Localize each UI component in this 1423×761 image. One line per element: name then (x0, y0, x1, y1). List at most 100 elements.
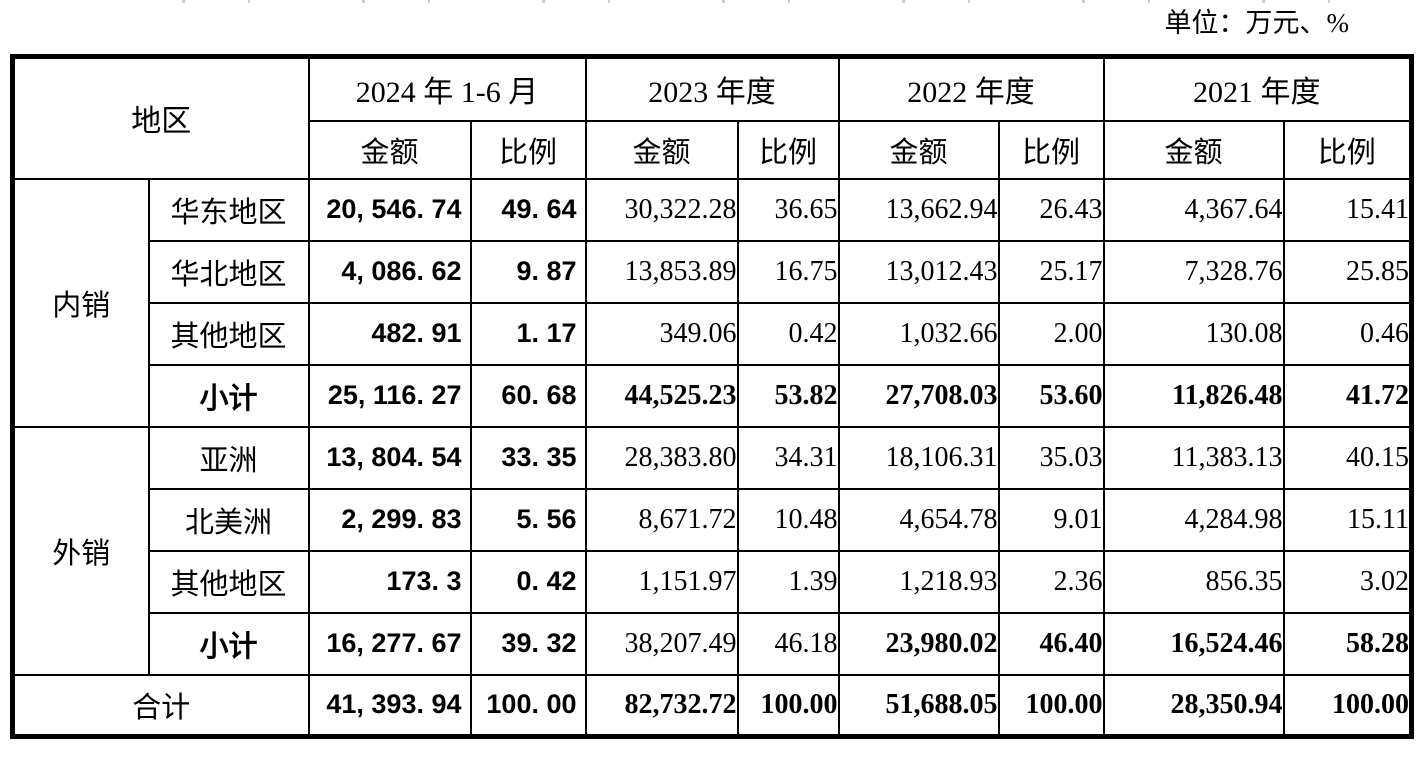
amount-cell: 130.08 (1102, 301, 1285, 366)
ratio-cell: 25.85 (1282, 239, 1413, 304)
amount-cell: 8,671.72 (584, 487, 739, 552)
amount-cell: 38,207.49 (584, 611, 739, 676)
ratio-cell: 36.65 (736, 177, 840, 242)
ratio-cell: 34.31 (736, 425, 840, 490)
group-cell: 内销 (11, 177, 150, 428)
ratio-cell: 60. 68 (469, 363, 587, 428)
ratio-cell: 100. 00 (469, 673, 587, 738)
amount-cell: 1,032.66 (837, 301, 1000, 366)
ratio-cell: 26.43 (997, 177, 1105, 242)
amount-cell: 482. 91 (307, 301, 472, 366)
amount-cell: 4,367.64 (1102, 177, 1285, 242)
total-row: 合计 41, 393. 94 100. 00 82,732.72 100.00 51,68… (11, 673, 1413, 738)
regional-revenue-table: 地区 2024 年 1-6 月 2023 年度 2022 年度 2021 年度 … (10, 54, 1414, 739)
ratio-cell: 1. 17 (469, 301, 587, 366)
ratio-cell: 40.15 (1282, 425, 1413, 490)
period-header-2024: 2024 年 1-6 月 (307, 55, 587, 122)
ratio-cell: 5. 56 (469, 487, 587, 552)
table-row: 小计 16, 277. 67 39. 32 38,207.49 46.18 23,980.… (13, 611, 1413, 676)
table-header: 地区 2024 年 1-6 月 2023 年度 2022 年度 2021 年度 … (11, 55, 1413, 180)
table-row: 北美洲 2, 299. 83 5. 56 8,671.72 10.48 4,654.78 9… (13, 487, 1413, 552)
ratio-cell: 0.42 (736, 301, 840, 366)
region-cell: 华东地区 (147, 177, 310, 242)
ratio-cell: 100.00 (997, 673, 1105, 738)
corner-header-region: 地区 (11, 55, 310, 180)
ratio-cell: 2.00 (997, 301, 1105, 366)
ratio-cell: 15.11 (1282, 487, 1413, 552)
amount-cell: 13,853.89 (584, 239, 739, 304)
ratio-cell: 35.03 (997, 425, 1105, 490)
ratio-header: 比例 (997, 119, 1105, 180)
amount-cell: 41, 393. 94 (307, 673, 472, 738)
period-header-2021: 2021 年度 (1102, 55, 1413, 122)
amount-cell: 16,524.46 (1102, 611, 1285, 676)
ratio-cell: 25.17 (997, 239, 1105, 304)
table-row: 华北地区 4, 086. 62 9. 87 13,853.89 16.75 13,012.… (13, 239, 1413, 304)
table-row: 其他地区 482. 91 1. 17 349.06 0.42 1,032.66 2.00 13… (13, 301, 1413, 366)
region-cell: 其他地区 (147, 301, 310, 366)
amount-cell: 2, 299. 83 (307, 487, 472, 552)
header-row-measures: 金额 比例 金额 比例 金额 比例 金额 比例 (13, 119, 1413, 180)
amount-cell: 7,328.76 (1102, 239, 1285, 304)
ratio-header: 比例 (1282, 119, 1413, 180)
amount-cell: 23,980.02 (837, 611, 1000, 676)
header-row-periods: 地区 2024 年 1-6 月 2023 年度 2022 年度 2021 年度 (11, 55, 1413, 180)
period-header-2023: 2023 年度 (584, 55, 840, 122)
amount-cell: 4,284.98 (1102, 487, 1285, 552)
amount-cell: 13,012.43 (837, 239, 1000, 304)
region-cell: 其他地区 (147, 549, 310, 614)
ratio-cell: 58.28 (1282, 611, 1413, 676)
region-cell: 华北地区 (147, 239, 310, 304)
amount-cell: 349.06 (584, 301, 739, 366)
ratio-cell: 46.18 (736, 611, 840, 676)
ratio-cell: 53.82 (736, 363, 840, 428)
cropped-text-remnant (128, 0, 1423, 3)
amount-cell: 82,732.72 (584, 673, 739, 738)
ratio-cell: 15.41 (1282, 177, 1413, 242)
region-cell: 小计 (147, 611, 310, 676)
amount-cell: 25, 116. 27 (307, 363, 472, 428)
ratio-cell: 1.39 (736, 549, 840, 614)
ratio-cell: 0. 42 (469, 549, 587, 614)
ratio-cell: 3.02 (1282, 549, 1413, 614)
amount-cell: 28,383.80 (584, 425, 739, 490)
ratio-cell: 9.01 (997, 487, 1105, 552)
amount-cell: 28,350.94 (1102, 673, 1285, 738)
amount-cell: 1,151.97 (584, 549, 739, 614)
amount-header: 金额 (307, 119, 472, 180)
amount-cell: 13,662.94 (837, 177, 1000, 242)
region-cell: 亚洲 (147, 425, 310, 490)
table-row: 外销 亚洲 13, 804. 54 33. 35 28,383.80 34.31 18,10… (11, 425, 1413, 676)
ratio-cell: 2.36 (997, 549, 1105, 614)
table-row: 其他地区 173. 3 0. 42 1,151.97 1.39 1,218.93 2.36 8… (13, 549, 1413, 614)
ratio-header: 比例 (736, 119, 840, 180)
amount-cell: 51,688.05 (837, 673, 1000, 738)
region-cell: 北美洲 (147, 487, 310, 552)
amount-header: 金额 (1102, 119, 1285, 180)
amount-cell: 1,218.93 (837, 549, 1000, 614)
total-label-cell: 合计 (11, 673, 310, 738)
amount-cell: 44,525.23 (584, 363, 739, 428)
ratio-cell: 46.40 (997, 611, 1105, 676)
ratio-header: 比例 (469, 119, 587, 180)
amount-cell: 30,322.28 (584, 177, 739, 242)
ratio-cell: 0.46 (1282, 301, 1413, 366)
ratio-cell: 9. 87 (469, 239, 587, 304)
amount-cell: 27,708.03 (837, 363, 1000, 428)
table-body: 内销 华东地区 20, 546. 74 49. 64 30,322.28 36.65 13,… (11, 177, 1413, 738)
unit-label: 单位：万元、% (1164, 8, 1350, 38)
group-cell: 外销 (11, 425, 150, 676)
amount-cell: 4, 086. 62 (307, 239, 472, 304)
period-header-2022: 2022 年度 (837, 55, 1105, 122)
amount-cell: 20, 546. 74 (307, 177, 472, 242)
amount-cell: 856.35 (1102, 549, 1285, 614)
region-cell: 小计 (147, 363, 310, 428)
amount-cell: 13, 804. 54 (307, 425, 472, 490)
table-row: 内销 华东地区 20, 546. 74 49. 64 30,322.28 36.65 13,… (11, 177, 1413, 428)
ratio-cell: 33. 35 (469, 425, 587, 490)
amount-cell: 18,106.31 (837, 425, 1000, 490)
amount-cell: 11,383.13 (1102, 425, 1285, 490)
table-row: 小计 25, 116. 27 60. 68 44,525.23 53.82 27,708.… (13, 363, 1413, 428)
amount-cell: 4,654.78 (837, 487, 1000, 552)
ratio-cell: 39. 32 (469, 611, 587, 676)
